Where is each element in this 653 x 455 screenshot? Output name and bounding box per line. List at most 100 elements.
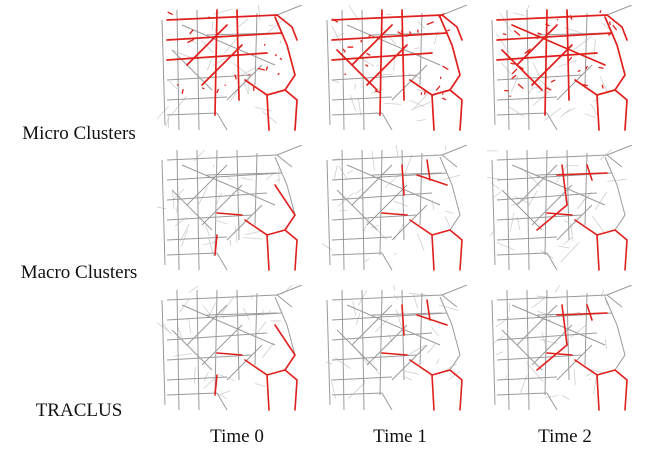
road-segment [384, 102, 402, 105]
road-segment [322, 242, 333, 251]
road-segment [557, 60, 577, 68]
road-segment [527, 190, 538, 208]
road-segment [331, 392, 383, 396]
cluster-trajectory [556, 172, 608, 176]
road-segment [172, 353, 193, 357]
road-segment [331, 192, 433, 201]
road-segment [331, 252, 383, 256]
road-segment [371, 312, 443, 316]
cluster-trajectory [561, 164, 568, 206]
road-segment [508, 105, 525, 118]
row-label-traclus: TRACLUS [35, 400, 123, 421]
road-segment [220, 296, 235, 316]
cluster-trajectory [244, 359, 270, 411]
cluster-trajectory [181, 89, 184, 94]
cluster-trajectory [277, 72, 280, 76]
cluster-trajectory [612, 24, 618, 31]
cluster-trajectory [586, 164, 593, 181]
cluster-trajectory [351, 24, 393, 66]
cluster-trajectory [604, 16, 626, 91]
road-segment [181, 164, 276, 206]
road-segment [219, 390, 231, 395]
road-segment [346, 24, 441, 66]
road-segment [354, 83, 356, 90]
road-segment [207, 302, 217, 319]
cluster-trajectory [534, 36, 539, 40]
road-segment [560, 242, 580, 263]
road-segment [214, 149, 218, 256]
cluster-trajectory [574, 359, 600, 411]
road-segment [444, 216, 451, 228]
road-segment [501, 329, 543, 371]
cluster-trajectory [431, 369, 463, 411]
road-segment [226, 64, 263, 101]
cluster-trajectory [545, 23, 550, 27]
cluster-trajectory [401, 304, 405, 336]
road-segment [341, 9, 345, 131]
cluster-trajectory [274, 184, 296, 231]
road-segment [395, 145, 399, 158]
road-segment [347, 382, 366, 400]
cluster-trajectory [331, 32, 448, 41]
road-segment [349, 94, 357, 111]
road-segment [496, 112, 548, 116]
road-segment [555, 163, 568, 183]
road-segment [206, 58, 212, 71]
road-segment [166, 112, 218, 116]
road-segment [255, 383, 266, 388]
road-segment [361, 289, 365, 411]
road-segment [419, 292, 423, 366]
road-map-traclus-time-1 [322, 285, 472, 415]
road-segment [439, 156, 461, 231]
road-segment [171, 189, 213, 231]
road-segment [166, 392, 218, 396]
road-segment [166, 236, 228, 241]
road-segment [531, 85, 542, 89]
road-segment [506, 149, 510, 271]
road-segment [606, 285, 633, 296]
road-segment [181, 24, 276, 66]
road-segment [157, 106, 169, 120]
road-segment [584, 12, 588, 86]
road-segment [179, 223, 190, 242]
cluster-trajectory [556, 18, 559, 21]
cluster-trajectory [598, 66, 604, 69]
row-label-micro-clusters: Micro Clusters [22, 123, 136, 144]
road-segment [606, 5, 633, 16]
road-segment [501, 189, 543, 231]
cluster-trajectory [577, 69, 581, 73]
road-segment [166, 376, 228, 381]
cluster-trajectory [401, 164, 405, 196]
road-segment [546, 252, 558, 271]
road-segment [509, 212, 515, 232]
cluster-trajectory [166, 14, 298, 41]
road-segment [203, 241, 217, 246]
road-segment [326, 159, 331, 266]
cluster-trajectory [368, 34, 372, 38]
cluster-trajectory [513, 30, 521, 37]
road-segment [254, 152, 258, 226]
road-segment [393, 285, 396, 291]
cluster-trajectory [360, 39, 363, 43]
road-segment [166, 192, 268, 201]
cluster-trajectory [166, 32, 283, 41]
cluster-trajectory [556, 312, 608, 316]
road-segment [214, 289, 218, 396]
road-segment [406, 344, 426, 357]
road-segment [561, 394, 570, 401]
road-segment [161, 299, 166, 406]
road-segment [409, 99, 425, 108]
cluster-trajectory [441, 92, 444, 95]
cluster-trajectory [379, 9, 383, 116]
road-segment [563, 107, 576, 114]
cluster-trajectory [263, 43, 266, 46]
cluster-trajectory [596, 229, 628, 271]
road-segment [361, 58, 375, 67]
road-segment [331, 154, 458, 168]
cluster-trajectory [248, 73, 251, 76]
column-label-time-2: Time 2 [538, 426, 592, 447]
road-segment [566, 289, 570, 381]
road-segment [234, 225, 238, 243]
road-segment [186, 164, 228, 206]
road-segment [203, 371, 209, 382]
